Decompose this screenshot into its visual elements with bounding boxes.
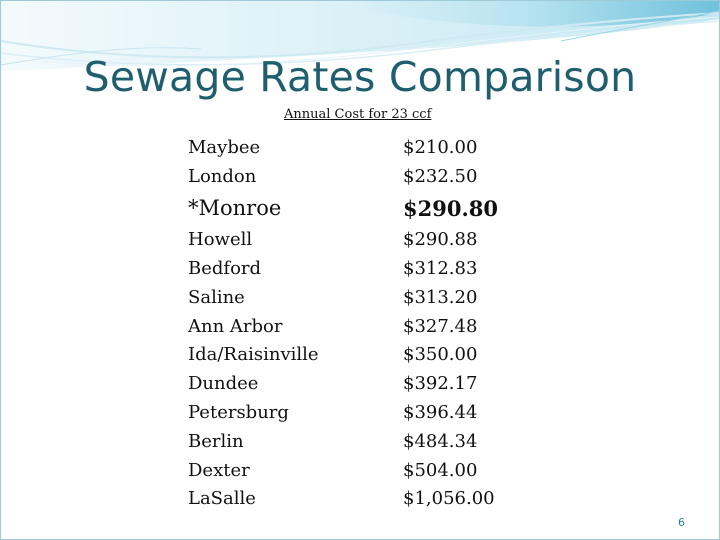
annual-cost: $504.00 [403, 460, 478, 481]
decorative-header-waves [1, 1, 719, 71]
table-row: LaSalle $1,056.00 [1, 488, 719, 516]
city-name: Bedford [188, 258, 262, 279]
city-name: London [188, 166, 257, 187]
city-name: Saline [188, 287, 245, 308]
city-name: Berlin [188, 431, 244, 452]
city-name: Dexter [188, 460, 250, 481]
table-row: Ida/Raisinville $350.00 [1, 344, 719, 372]
annual-cost: $484.34 [403, 431, 478, 452]
annual-cost: $210.00 [403, 137, 478, 158]
annual-cost: $396.44 [403, 402, 478, 423]
annual-cost: $1,056.00 [403, 488, 495, 509]
table-row: Howell $290.88 [1, 229, 719, 257]
city-name: *Monroe [188, 196, 282, 220]
annual-cost: $392.17 [403, 373, 478, 394]
annual-cost: $290.80 [403, 196, 498, 221]
city-name: Dundee [188, 373, 259, 394]
annual-cost: $350.00 [403, 344, 478, 365]
table-row: London $232.50 [1, 166, 719, 194]
table-row-highlighted: *Monroe $290.80 [1, 196, 719, 224]
page-number: 6 [678, 516, 685, 529]
slide-subtitle: Annual Cost for 23 ccf [284, 107, 432, 122]
city-name: LaSalle [188, 488, 256, 509]
table-row: Maybee $210.00 [1, 137, 719, 165]
city-name: Ann Arbor [188, 316, 283, 337]
table-row: Bedford $312.83 [1, 258, 719, 286]
annual-cost: $312.83 [403, 258, 478, 279]
table-row: Dexter $504.00 [1, 460, 719, 488]
slide-title: Sewage Rates Comparison [83, 53, 637, 101]
city-name: Maybee [188, 137, 261, 158]
table-row: Petersburg $396.44 [1, 402, 719, 430]
table-row: Saline $313.20 [1, 287, 719, 315]
annual-cost: $232.50 [403, 166, 478, 187]
city-name: Howell [188, 229, 253, 250]
city-name: Petersburg [188, 402, 289, 423]
annual-cost: $327.48 [403, 316, 478, 337]
annual-cost: $313.20 [403, 287, 478, 308]
table-row: Ann Arbor $327.48 [1, 316, 719, 344]
annual-cost: $290.88 [403, 229, 478, 250]
city-name: Ida/Raisinville [188, 344, 319, 365]
table-row: Berlin $484.34 [1, 431, 719, 459]
table-row: Dundee $392.17 [1, 373, 719, 401]
